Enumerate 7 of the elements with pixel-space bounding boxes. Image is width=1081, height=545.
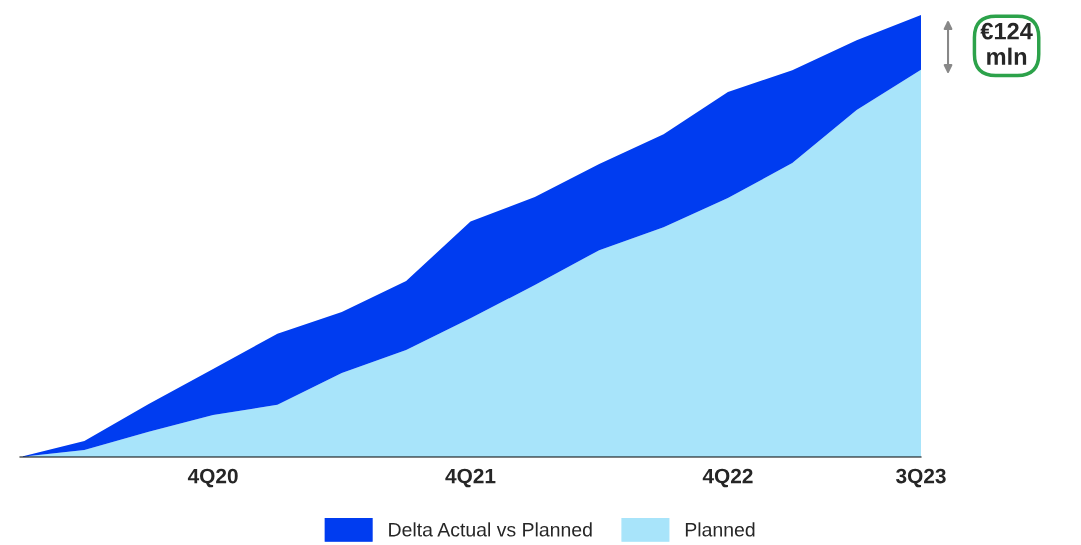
x-tick-label: 4Q20 <box>187 468 238 488</box>
x-tick-label: 3Q23 <box>896 468 946 488</box>
legend-label: Delta Actual vs Planned <box>389 522 592 537</box>
x-tick-label: 4Q22 <box>702 468 753 488</box>
text: €124 mln <box>980 22 1033 65</box>
x-tick-label: 4Q21 <box>445 468 496 488</box>
legend-label: Planned <box>685 522 755 537</box>
